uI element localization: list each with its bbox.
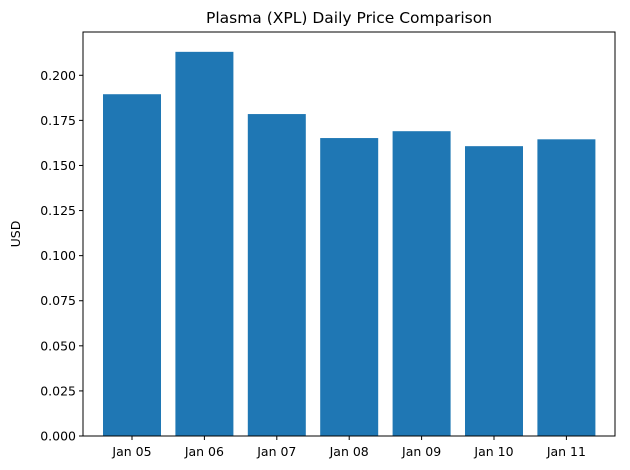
- bar-jan-10: [465, 146, 523, 436]
- x-axis-ticks: Jan 05 Jan 06 Jan 07 Jan 08 Jan 09 Jan 10 Jan …: [111, 436, 586, 459]
- bar-jan-08: [320, 138, 379, 437]
- bar-jan-07: [247, 114, 306, 436]
- y-axis-ticks: 0.000 0.025 0.050 0.075 0.100 0.125 0.150 0.175…: [40, 68, 83, 444]
- bar-jan-06: [175, 51, 234, 436]
- x-tick-label: Jan 07: [256, 444, 296, 459]
- bar-jan-09: [392, 131, 451, 437]
- plot-frame: [82, 31, 616, 437]
- y-tick-label: 0.000: [40, 429, 76, 444]
- x-tick-label: Jan 09: [401, 444, 441, 459]
- y-tick-label: 0.200: [40, 68, 76, 83]
- chart-title: Plasma (XPL) Daily Price Comparison: [206, 9, 492, 27]
- x-tick-label: Jan 06: [184, 444, 224, 459]
- x-tick-label: Jan 05: [111, 444, 151, 459]
- x-tick-label: Jan 10: [473, 444, 513, 459]
- x-tick-label: Jan 11: [546, 444, 586, 459]
- y-tick-label: 0.025: [40, 383, 76, 398]
- bar-jan-11: [537, 139, 596, 436]
- y-axis-label: USD: [8, 221, 23, 248]
- y-tick-label: 0.050: [40, 338, 76, 353]
- x-tick-label: Jan 08: [329, 444, 369, 459]
- y-tick-label: 0.175: [40, 113, 76, 128]
- bar-jan-05: [103, 94, 161, 437]
- y-tick-label: 0.125: [40, 203, 76, 218]
- bars-group: [103, 51, 596, 437]
- y-tick-label: 0.100: [40, 248, 76, 263]
- y-tick-label: 0.150: [40, 158, 76, 173]
- y-tick-label: 0.075: [40, 293, 76, 308]
